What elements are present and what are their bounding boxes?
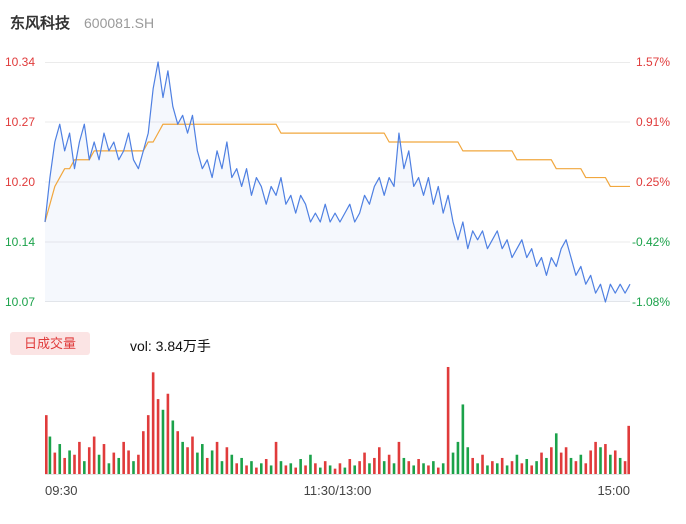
price-axis-label-left: 10.07 bbox=[4, 295, 35, 309]
price-axis-label-right: -0.42% bbox=[631, 235, 670, 249]
price-axis-label-right: 1.57% bbox=[635, 55, 670, 69]
price-axis-label-right: 0.25% bbox=[635, 175, 670, 189]
stock-code: 600081.SH bbox=[84, 15, 155, 31]
price-chart[interactable] bbox=[44, 61, 631, 303]
time-label-close: 15:00 bbox=[597, 483, 630, 498]
price-chart-canvas bbox=[44, 61, 631, 303]
price-axis-right: 1.57% 0.91% 0.25% -0.42% -1.08% bbox=[630, 55, 678, 309]
stock-name: 东风科技 bbox=[10, 15, 71, 32]
time-label-open: 09:30 bbox=[45, 483, 78, 498]
price-axis-label-left: 10.14 bbox=[4, 235, 35, 249]
volume-chart-canvas bbox=[45, 366, 630, 474]
time-label-midday: 11:30/13:00 bbox=[303, 483, 372, 498]
price-axis-label-right: 0.91% bbox=[635, 115, 670, 129]
volume-value: vol: 3.84万手 bbox=[130, 338, 211, 354]
price-axis-left: 10.34 10.27 10.20 10.14 10.07 bbox=[0, 55, 40, 309]
price-axis-label-left: 10.20 bbox=[4, 175, 35, 189]
volume-legend-tab[interactable]: 日成交量 bbox=[10, 332, 91, 355]
volume-chart[interactable] bbox=[45, 365, 630, 475]
time-axis: 09:30 11:30/13:00 15:00 bbox=[45, 483, 630, 501]
price-axis-label-right: -1.08% bbox=[631, 295, 670, 309]
price-axis-label-left: 10.27 bbox=[4, 115, 35, 129]
price-axis-label-left: 10.34 bbox=[4, 55, 35, 69]
header: 东风科技 600081.SH bbox=[10, 12, 154, 33]
